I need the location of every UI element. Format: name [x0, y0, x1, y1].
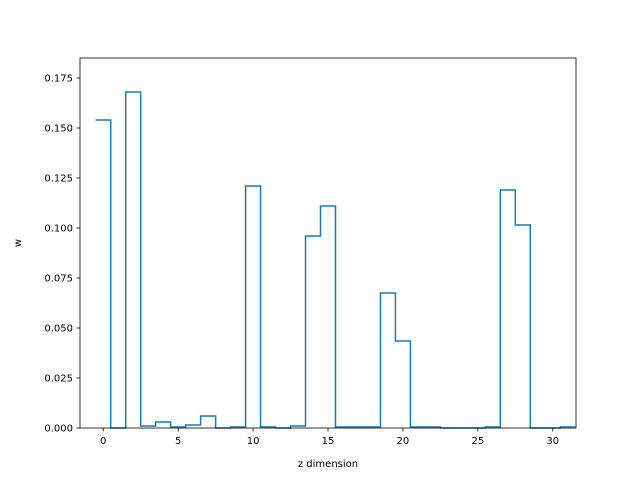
y-axis-ticks: 0.000 0.025 0.050 0.075 0.100 0.125 0.150 0.175 — [44, 74, 80, 435]
plot-area — [80, 58, 576, 428]
x-tick-label: 30 — [546, 436, 559, 447]
x-tick-label: 10 — [247, 436, 260, 447]
x-tick-label: 25 — [471, 436, 484, 447]
y-tick-label: 0.125 — [44, 174, 73, 185]
x-tick-label: 5 — [175, 436, 181, 447]
y-tick-label: 0.025 — [44, 374, 73, 385]
y-tick-label: 0.150 — [44, 124, 73, 135]
y-tick-label: 0.050 — [44, 324, 73, 335]
x-tick-label: 20 — [397, 436, 410, 447]
x-tick-label: 15 — [322, 436, 335, 447]
y-tick-label: 0.175 — [44, 74, 73, 85]
series-line-0 — [95, 91, 576, 429]
y-tick-label: 0.100 — [44, 224, 73, 235]
x-axis-label: z dimension — [298, 459, 358, 470]
x-axis-ticks: 0 5 10 15 20 25 30 — [100, 428, 559, 447]
y-tick-label: 0.075 — [44, 274, 73, 285]
x-tick-label: 0 — [100, 436, 106, 447]
series-layer — [95, 91, 576, 429]
y-tick-label: 0.000 — [44, 424, 73, 435]
y-axis-label: w — [13, 239, 24, 247]
